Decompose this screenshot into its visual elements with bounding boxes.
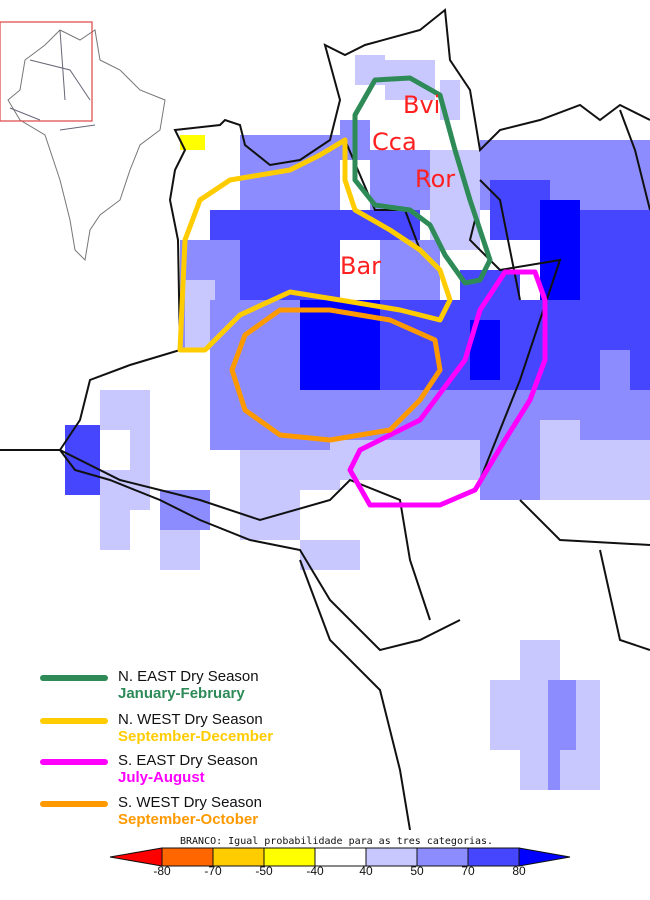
legend-swatch — [40, 718, 108, 724]
forecast-map: Bvi Cca Ror Bar — [0, 8, 650, 830]
legend-swatch — [40, 801, 108, 807]
probability-cell — [540, 200, 580, 300]
probability-cell — [370, 150, 430, 210]
brazil-inset-map — [0, 21, 166, 262]
probability-cell — [210, 210, 420, 240]
legend-swatch — [40, 759, 108, 765]
colorbar-tick: 40 — [359, 864, 373, 878]
colorbar-tick: 70 — [461, 864, 475, 878]
city-label-bar: Bar — [340, 252, 381, 280]
probability-cell — [180, 135, 205, 150]
state-borders — [0, 8, 650, 830]
probability-cell — [490, 680, 600, 750]
legend-months: July-August — [118, 769, 205, 786]
probability-cell — [540, 420, 580, 500]
probability-cell — [560, 750, 600, 790]
colorbar — [109, 847, 571, 867]
northwest-contour — [177, 137, 453, 353]
dry-season-contours — [177, 75, 548, 508]
legend-months: January-February — [118, 685, 245, 702]
colorbar-arrow-high — [518, 847, 571, 867]
city-label-cca: Cca — [372, 128, 417, 156]
probability-cell — [240, 480, 300, 540]
probability-cell — [65, 425, 100, 495]
city-labels: Bvi Cca Ror Bar — [340, 91, 455, 280]
probability-cell — [100, 390, 130, 430]
colorbar-tick: -70 — [204, 864, 222, 878]
colorbar-tick: -40 — [306, 864, 324, 878]
legend-region: N. WEST Dry Season — [118, 711, 263, 728]
city-label-ror: Ror — [415, 165, 455, 193]
probability-cell — [160, 530, 200, 570]
city-label-bvi: Bvi — [403, 91, 440, 119]
legend-region: S. WEST Dry Season — [118, 794, 262, 811]
inset-focus-box — [0, 21, 93, 122]
colorbar-tick: -80 — [153, 864, 171, 878]
probability-cell — [580, 440, 650, 500]
northeast-contour — [352, 75, 493, 286]
probability-cell — [630, 300, 650, 390]
southeast-contour — [347, 269, 548, 508]
legend-region: S. EAST Dry Season — [118, 752, 258, 769]
probability-cell — [130, 390, 150, 510]
probability-cell — [480, 440, 540, 500]
colorbar-tick: 80 — [512, 864, 526, 878]
legend-months: September-December — [118, 728, 274, 745]
southwest-contour — [229, 307, 443, 443]
legend-swatch — [40, 675, 108, 681]
probability-cell — [380, 240, 440, 310]
colorbar-tick: 50 — [410, 864, 424, 878]
legend-months: September-October — [118, 811, 259, 828]
legend-region: N. EAST Dry Season — [118, 668, 259, 685]
probability-cell — [100, 470, 130, 550]
colorbar-title: BRANCO: Igual probabilidade para as tres… — [180, 836, 494, 847]
colorbar-tick: -50 — [255, 864, 273, 878]
probability-cell — [600, 350, 630, 390]
